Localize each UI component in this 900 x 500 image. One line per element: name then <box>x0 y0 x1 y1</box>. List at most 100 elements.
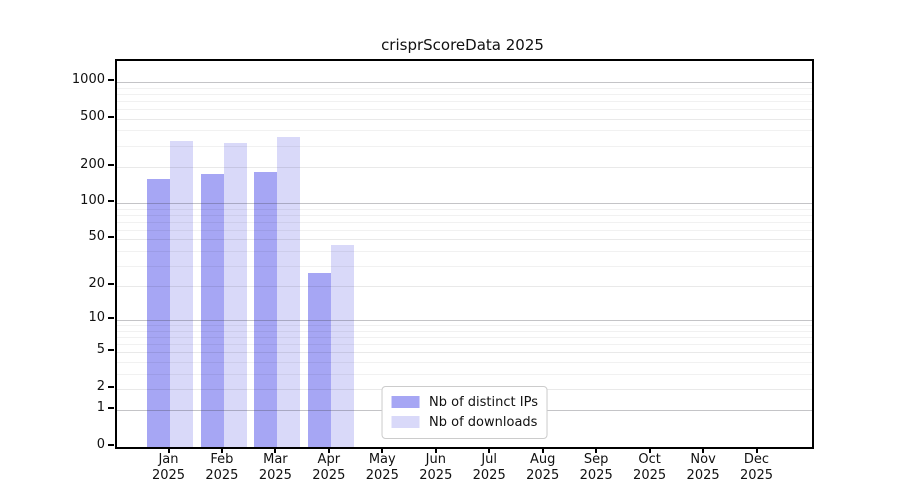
x-tick-label-aug: Aug 2025 <box>511 452 575 484</box>
x-tick-mark-dec <box>755 447 758 453</box>
y-tick-label-1000: 1000 <box>71 72 105 87</box>
bar-distinct-ips <box>307 272 331 447</box>
legend-swatch-distinct-ips <box>391 396 420 408</box>
year-label: 2025 <box>472 468 506 483</box>
y-tick-label-0: 0 <box>96 437 105 452</box>
gridline-4 <box>117 362 812 363</box>
gridline-300 <box>117 145 812 147</box>
y-tick-mark-500 <box>108 115 114 118</box>
month-label: Feb <box>210 452 234 467</box>
y-tick-mark-1 <box>108 407 114 410</box>
gridline-400 <box>117 130 812 132</box>
y-tick-label-200: 200 <box>80 156 105 172</box>
x-tick-mark-apr <box>327 447 330 453</box>
month-label: Dec <box>743 452 770 467</box>
month-label: Apr <box>317 452 341 467</box>
year-label: 2025 <box>312 468 346 483</box>
x-tick-label-jul: Jul 2025 <box>457 452 521 484</box>
gridline-3 <box>117 373 812 375</box>
year-label: 2025 <box>365 468 399 483</box>
gridline-50 <box>117 239 812 241</box>
x-tick-label-nov: Nov 2025 <box>671 452 735 484</box>
gridline-5 <box>117 352 812 354</box>
gridline-200 <box>117 166 812 168</box>
y-tick-label-50: 50 <box>88 229 105 245</box>
legend: Nb of distinct IPs Nb of downloads <box>381 386 548 439</box>
chart-title: crisprScoreData 2025 <box>381 36 544 54</box>
x-tick-mark-jun <box>434 447 437 453</box>
x-tick-label-dec: Dec 2025 <box>725 452 789 484</box>
x-tick-mark-mar <box>274 447 277 453</box>
bar-downloads <box>330 244 354 447</box>
y-tick-label-500: 500 <box>80 108 105 124</box>
gridline-7 <box>117 337 812 339</box>
gridline-500 <box>117 118 812 120</box>
x-tick-mark-nov <box>702 447 705 453</box>
y-tick-mark-2 <box>108 386 114 388</box>
x-tick-label-jun: Jun 2025 <box>404 452 468 484</box>
legend-swatch-downloads <box>391 416 420 428</box>
x-tick-label-mar: Mar 2025 <box>243 452 307 484</box>
year-label: 2025 <box>205 468 239 483</box>
gridline-9 <box>117 325 812 327</box>
x-tick-mark-jul <box>488 447 491 453</box>
gridline-80 <box>117 214 812 216</box>
year-label: 2025 <box>526 468 560 483</box>
bar-downloads <box>277 137 301 447</box>
y-tick-mark-100 <box>108 200 114 203</box>
gridline-800 <box>117 93 812 95</box>
y-tick-mark-5 <box>108 349 114 352</box>
x-tick-mark-jan <box>167 447 170 453</box>
y-tick-mark-10 <box>108 317 114 320</box>
x-tick-mark-feb <box>220 447 223 453</box>
y-tick-label-2: 2 <box>96 379 105 394</box>
y-tick-label-5: 5 <box>96 342 105 358</box>
y-tick-mark-20 <box>108 283 114 286</box>
gridline-8 <box>117 330 812 332</box>
y-tick-label-20: 20 <box>88 276 105 292</box>
y-tick-label-100: 100 <box>80 193 105 209</box>
gridline-900 <box>117 87 812 89</box>
month-label: Jan <box>158 452 179 467</box>
year-label: 2025 <box>686 468 720 483</box>
x-tick-mark-aug <box>541 447 544 453</box>
month-label: Oct <box>638 452 661 467</box>
y-tick-mark-50 <box>108 236 114 239</box>
gridline-10 <box>117 320 812 322</box>
month-label: Sep <box>583 452 609 467</box>
x-tick-label-apr: Apr 2025 <box>297 452 361 484</box>
year-label: 2025 <box>258 468 292 483</box>
month-label: Jun <box>425 452 446 467</box>
x-tick-mark-sep <box>595 447 598 453</box>
gridline-6 <box>117 344 812 346</box>
year-label: 2025 <box>151 468 186 483</box>
legend-label: Nb of downloads <box>429 414 538 430</box>
gridline-20 <box>117 286 812 288</box>
plot-area: Nb of distinct IPs Nb of downloads <box>115 59 814 449</box>
year-label: 2025 <box>419 468 453 483</box>
gridline-90 <box>117 208 812 210</box>
gridline-1000 <box>117 82 812 83</box>
gridline-40 <box>117 250 812 252</box>
month-label: Jul <box>481 452 498 467</box>
gridline-30 <box>117 265 812 267</box>
year-label: 2025 <box>579 468 613 483</box>
year-label: 2025 <box>633 468 667 483</box>
legend-entry-distinct-ips: Nb of distinct IPs <box>391 392 538 412</box>
gridline-600 <box>117 109 812 110</box>
x-tick-label-feb: Feb 2025 <box>190 452 254 484</box>
y-tick-mark-0 <box>108 444 114 446</box>
bar-distinct-ips <box>254 172 278 447</box>
x-tick-label-oct: Oct 2025 <box>618 452 682 484</box>
gridline-70 <box>117 221 812 223</box>
month-label: Aug <box>529 452 556 467</box>
x-tick-label-may: May 2025 <box>350 452 414 484</box>
bar-downloads <box>170 140 194 447</box>
x-tick-mark-oct <box>648 447 651 453</box>
x-tick-label-sep: Sep 2025 <box>564 452 628 484</box>
bar-distinct-ips <box>200 173 224 447</box>
y-tick-label-10: 10 <box>88 310 105 326</box>
x-tick-label-jan: Jan 2025 <box>137 452 201 484</box>
month-label: Mar <box>263 452 288 467</box>
